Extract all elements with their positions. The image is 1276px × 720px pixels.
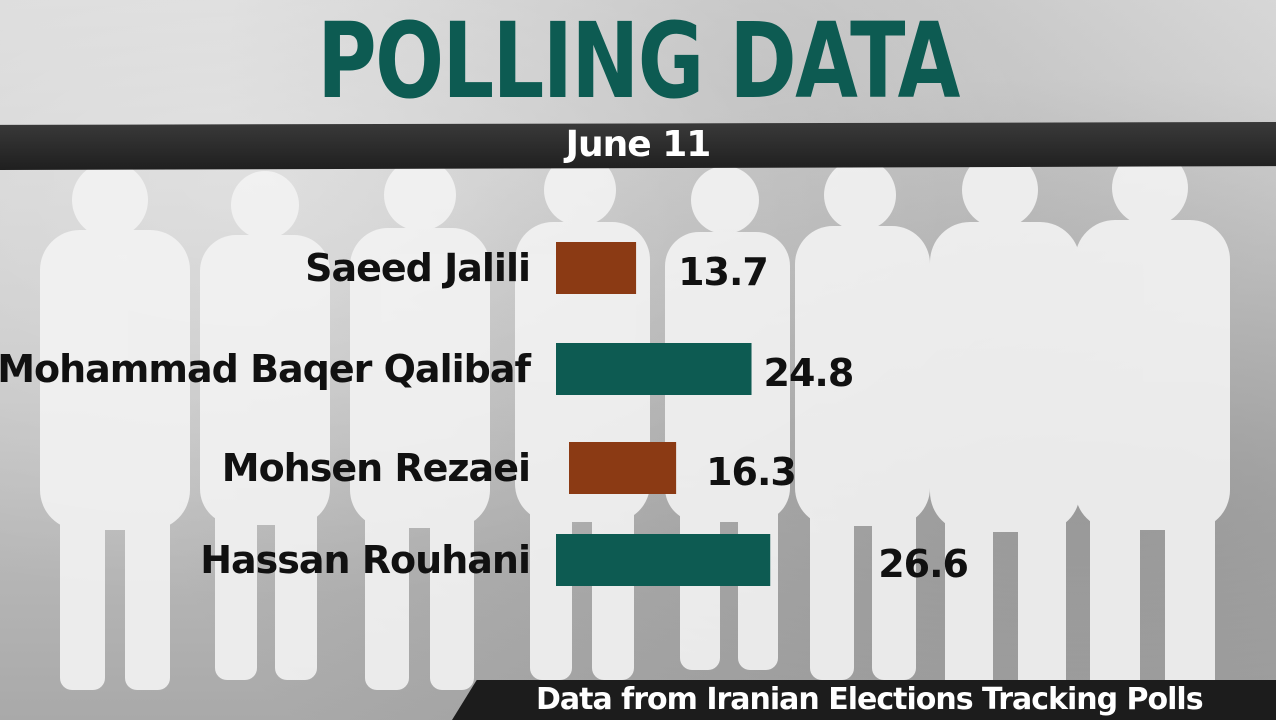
chart-subtitle-date: June 11 [565, 124, 712, 165]
category-label: Mohammad Baqer Qalibaf [0, 347, 531, 391]
data-label: 16.3 [706, 450, 796, 494]
data-label: 13.7 [678, 250, 768, 294]
category-label: Mohsen Rezaei [222, 446, 530, 490]
date-banner [0, 122, 1276, 170]
bar [556, 534, 771, 586]
data-label: 24.8 [764, 351, 854, 395]
bar [569, 442, 677, 494]
source-note: Data from Iranian Elections Tracking Pol… [536, 682, 1204, 717]
chart-title: POLLING DATA [317, 0, 960, 122]
bar [556, 242, 637, 294]
category-label: Saeed Jalili [305, 246, 530, 290]
source-banner [452, 680, 1276, 720]
category-label: Hassan Rouhani [200, 538, 530, 582]
data-label: 26.6 [878, 542, 968, 586]
bar [556, 343, 752, 395]
